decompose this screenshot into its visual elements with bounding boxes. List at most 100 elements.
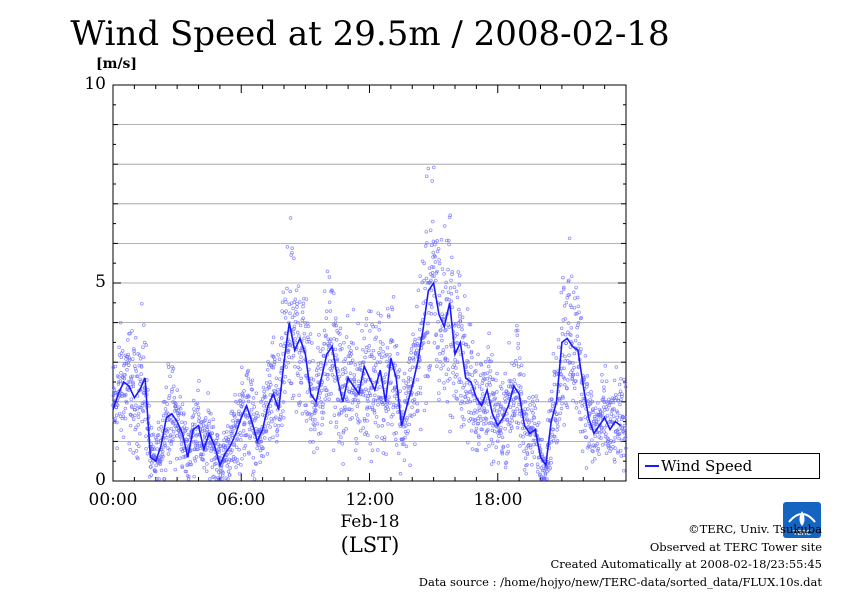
x-tick-label: 06:00 (216, 490, 266, 510)
data-point (477, 384, 482, 389)
data-point (407, 422, 411, 427)
data-point (209, 449, 213, 453)
data-point (290, 396, 295, 401)
data-point (172, 419, 176, 424)
data-point (128, 423, 133, 428)
data-point (602, 400, 607, 404)
data-point (157, 477, 161, 481)
data-point (229, 411, 233, 415)
data-point (448, 286, 453, 290)
data-point (586, 392, 590, 396)
data-point (445, 358, 450, 362)
data-point (357, 379, 361, 384)
data-point (620, 392, 624, 396)
data-point (211, 417, 215, 421)
data-point (355, 441, 359, 446)
legend-swatch (645, 465, 659, 467)
data-point (507, 379, 511, 383)
data-point (513, 359, 518, 363)
data-point (161, 454, 165, 459)
data-point (310, 400, 315, 404)
data-point (450, 305, 455, 309)
data-point (372, 356, 376, 360)
data-point (389, 338, 394, 342)
data-point (548, 466, 552, 470)
data-point (575, 334, 580, 339)
data-point (597, 452, 601, 456)
data-point (168, 460, 173, 465)
data-point (462, 417, 466, 422)
data-point (161, 413, 166, 418)
data-point (514, 361, 519, 366)
data-point (487, 444, 491, 448)
data-point (503, 396, 507, 401)
data-point (171, 438, 175, 442)
data-point (531, 411, 535, 415)
data-point (411, 358, 416, 362)
data-point (297, 393, 301, 398)
data-point (190, 425, 195, 430)
data-point (246, 368, 250, 373)
data-point (555, 439, 560, 443)
data-point (449, 344, 454, 349)
data-point (288, 216, 293, 220)
data-point (343, 407, 347, 412)
data-point (390, 307, 395, 312)
data-point (624, 446, 628, 451)
data-point (178, 456, 182, 460)
data-point (115, 446, 119, 451)
data-point (161, 418, 165, 422)
data-point (279, 412, 283, 417)
data-point (564, 341, 568, 345)
data-point (455, 397, 460, 401)
data-point (119, 428, 123, 432)
data-point (554, 356, 558, 360)
data-point (191, 439, 196, 444)
data-point (376, 424, 381, 428)
y-tick-label: 10 (84, 74, 106, 94)
data-point (382, 375, 386, 380)
data-point (451, 370, 455, 375)
data-point (483, 360, 488, 364)
data-point (184, 439, 189, 444)
data-point (429, 288, 434, 293)
data-point (590, 399, 595, 404)
data-point (221, 448, 226, 452)
data-point (561, 275, 565, 280)
data-point (623, 415, 627, 420)
data-point (622, 436, 627, 441)
data-point (528, 403, 532, 407)
data-point (409, 347, 414, 351)
data-point (439, 328, 443, 332)
data-point (564, 403, 569, 408)
data-point (322, 328, 327, 333)
data-point (552, 382, 557, 387)
data-point (549, 456, 553, 461)
data-point (583, 423, 588, 427)
data-point (174, 408, 179, 413)
data-point (139, 372, 143, 376)
data-point (394, 431, 398, 435)
data-point (413, 442, 417, 446)
data-point (415, 342, 420, 346)
data-point (264, 429, 269, 434)
data-point (505, 418, 510, 422)
data-point (518, 372, 523, 376)
data-point (316, 366, 320, 370)
data-point (561, 396, 565, 400)
data-point (432, 341, 437, 345)
data-point (460, 315, 465, 320)
data-point (346, 354, 351, 359)
data-point (366, 394, 371, 398)
data-point (557, 398, 562, 402)
data-point (558, 411, 563, 415)
data-point (380, 395, 385, 400)
data-point (269, 383, 273, 387)
series-line-wind-speed (112, 280, 622, 468)
data-point (423, 333, 427, 337)
data-point (437, 391, 441, 395)
data-point (284, 365, 289, 369)
data-point (455, 332, 459, 336)
y-tick-label: 0 (95, 470, 106, 490)
data-point (142, 323, 146, 327)
